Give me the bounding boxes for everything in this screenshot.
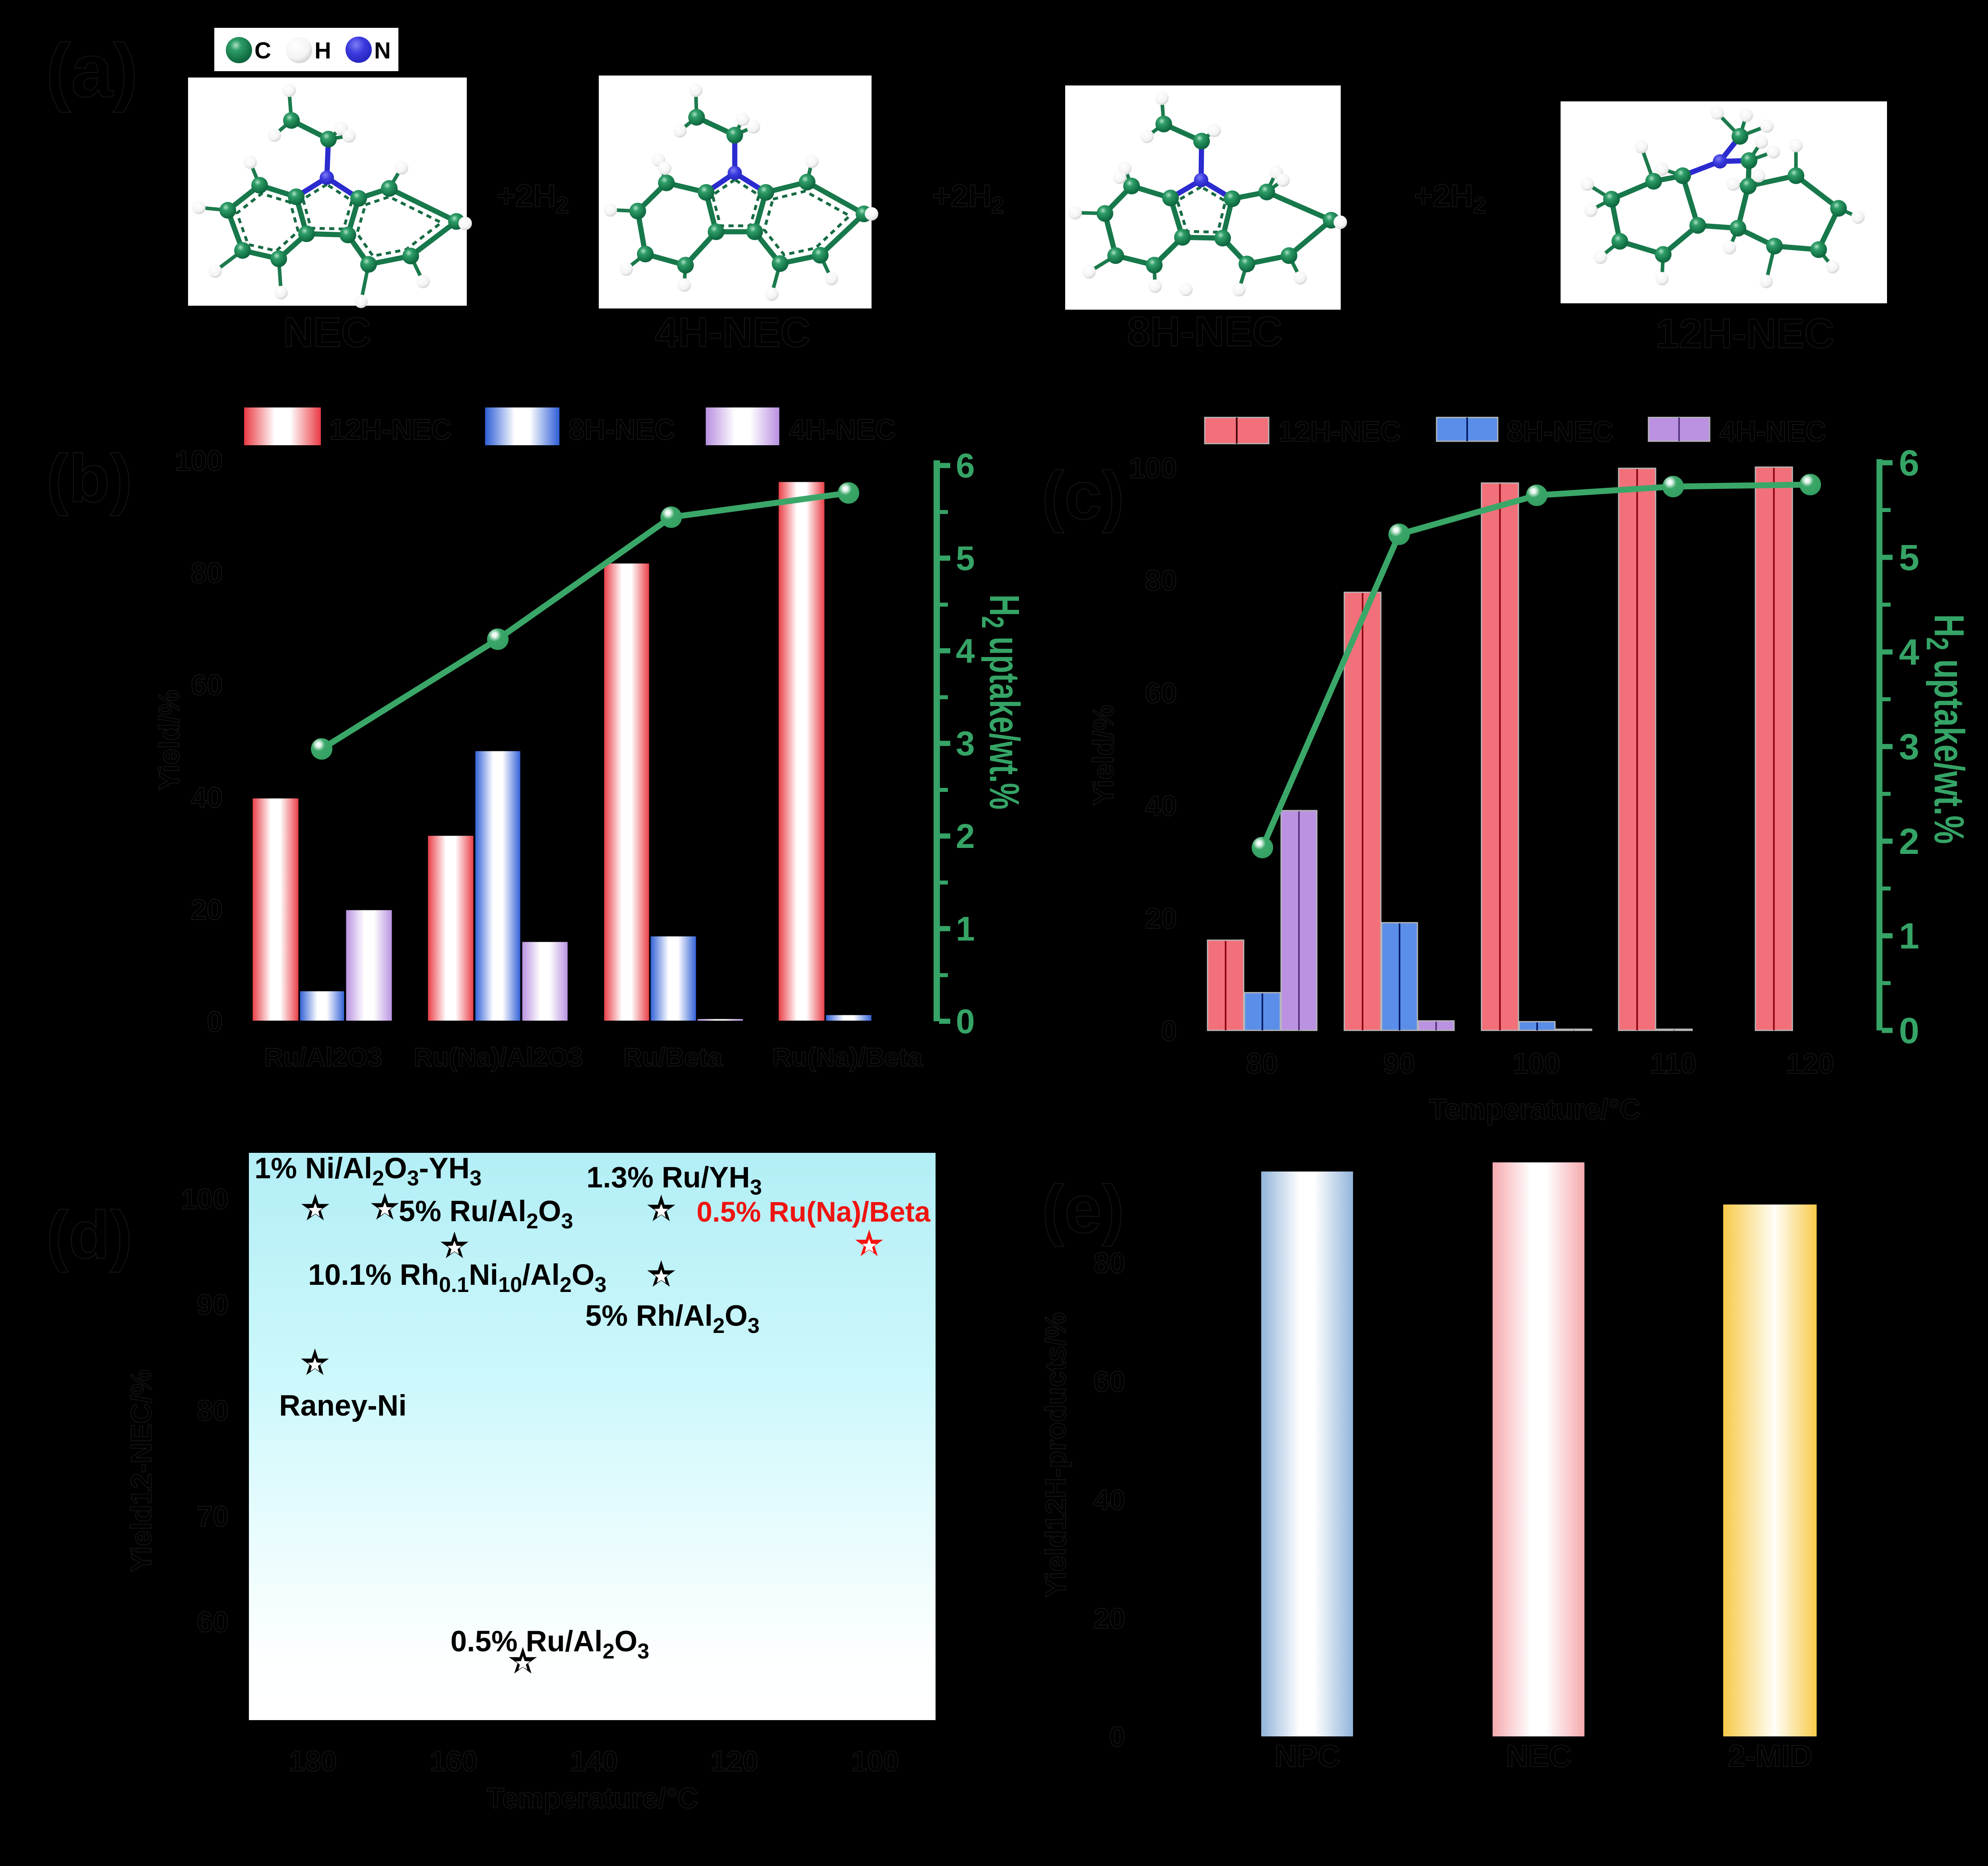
svg-text:80: 80 — [1246, 1048, 1278, 1080]
svg-text:80: 80 — [1145, 565, 1177, 597]
svg-text:100: 100 — [1129, 452, 1177, 484]
svg-text:6: 6 — [1899, 443, 1919, 483]
svg-text:NEC: NEC — [283, 309, 371, 356]
svg-text:100: 100 — [851, 1746, 899, 1777]
svg-text:80: 80 — [191, 557, 223, 589]
svg-text:120: 120 — [711, 1746, 758, 1777]
svg-text:Yield12H-products/%: Yield12H-products/% — [1040, 1312, 1072, 1597]
svg-text:140: 140 — [570, 1746, 618, 1777]
svg-text:60: 60 — [191, 669, 223, 701]
svg-text:5% Rh/Al2O3: 5% Rh/Al2O3 — [585, 1299, 768, 1338]
svg-text:5: 5 — [1899, 537, 1919, 578]
svg-text:1: 1 — [1899, 916, 1919, 956]
svg-text:6: 6 — [956, 447, 975, 485]
svg-text:8H-NEC: 8H-NEC — [1127, 308, 1283, 355]
svg-text:Ru(Na)/Al2O3: Ru(Na)/Al2O3 — [414, 1042, 582, 1072]
svg-text:NEC: NEC — [1506, 1738, 1572, 1773]
svg-text:(c): (c) — [1042, 458, 1124, 533]
svg-text:20: 20 — [1093, 1603, 1125, 1635]
svg-text:40: 40 — [1145, 790, 1177, 822]
svg-text:Ru/Al2O3: Ru/Al2O3 — [264, 1042, 382, 1072]
svg-text:Temperature/°C: Temperature/°C — [1429, 1094, 1640, 1125]
svg-text:N: N — [374, 38, 391, 64]
svg-text:2: 2 — [1899, 821, 1919, 862]
svg-text:4: 4 — [956, 632, 975, 670]
svg-text:90: 90 — [197, 1289, 229, 1321]
svg-text:3: 3 — [956, 725, 975, 763]
svg-text:2-MID: 2-MID — [1728, 1738, 1812, 1773]
svg-text:4H-NEC: 4H-NEC — [789, 414, 896, 446]
svg-text:5: 5 — [956, 539, 975, 578]
svg-text:12H-NEC: 12H-NEC — [329, 414, 452, 446]
svg-text:0: 0 — [1161, 1015, 1177, 1047]
svg-text:4: 4 — [1899, 632, 1919, 673]
svg-text:(a): (a) — [46, 29, 138, 113]
svg-text:1.3% Ru/YH3: 1.3% Ru/YH3 — [586, 1161, 770, 1199]
svg-text:4H-NEC: 4H-NEC — [1720, 416, 1826, 448]
svg-text:60: 60 — [1093, 1366, 1125, 1398]
svg-text:(e): (e) — [1042, 1172, 1124, 1247]
svg-text:C: C — [254, 38, 271, 64]
svg-text:20: 20 — [1145, 903, 1177, 935]
svg-text:12H-NEC: 12H-NEC — [1278, 416, 1401, 448]
svg-text:1% Ni/Al2O3-YH3: 1% Ni/Al2O3-YH3 — [254, 1152, 490, 1190]
svg-text:0.5% Ru/Al2O3: 0.5% Ru/Al2O3 — [450, 1625, 658, 1663]
svg-text:100: 100 — [1512, 1048, 1560, 1080]
svg-text:40: 40 — [1093, 1484, 1125, 1516]
svg-text:NPC: NPC — [1275, 1738, 1340, 1773]
svg-text:110: 110 — [1650, 1048, 1697, 1080]
svg-text:120: 120 — [1786, 1048, 1834, 1080]
svg-text:Ru(Na)/Beta: Ru(Na)/Beta — [772, 1042, 923, 1072]
svg-text:160: 160 — [430, 1746, 478, 1777]
svg-text:80: 80 — [197, 1395, 229, 1427]
svg-text:4H-NEC: 4H-NEC — [655, 309, 811, 356]
svg-text:8H-NEC: 8H-NEC — [569, 414, 675, 446]
svg-text:5% Ru/Al2O3: 5% Ru/Al2O3 — [399, 1195, 581, 1233]
svg-text:Temperature/°C: Temperature/°C — [487, 1783, 698, 1814]
svg-text:60: 60 — [1145, 677, 1177, 709]
svg-text:180: 180 — [289, 1746, 337, 1777]
svg-text:70: 70 — [197, 1501, 229, 1532]
svg-text:Yield12-NEC/%: Yield12-NEC/% — [126, 1369, 157, 1572]
svg-text:20: 20 — [191, 894, 223, 926]
svg-text:0.5% Ru(Na)/Beta: 0.5% Ru(Na)/Beta — [697, 1197, 930, 1228]
svg-text:0: 0 — [956, 1003, 975, 1041]
svg-text:H2 uptake/wt.%: H2 uptake/wt.% — [975, 595, 1028, 810]
svg-text:Ru/Beta: Ru/Beta — [623, 1042, 723, 1072]
svg-text:80: 80 — [1093, 1247, 1125, 1279]
svg-text:0: 0 — [1899, 1011, 1919, 1051]
svg-text:H2 uptake/wt.%: H2 uptake/wt.% — [1920, 614, 1972, 844]
svg-text:Yield/%: Yield/% — [1088, 705, 1120, 805]
svg-text:2: 2 — [956, 817, 975, 855]
svg-text:3: 3 — [1899, 727, 1919, 767]
svg-text:12H-NEC: 12H-NEC — [1656, 310, 1834, 357]
svg-text:0: 0 — [207, 1006, 223, 1038]
svg-text:60: 60 — [197, 1606, 229, 1638]
svg-text:H: H — [315, 38, 331, 64]
svg-text:1: 1 — [956, 910, 975, 948]
svg-text:Yield/%: Yield/% — [153, 690, 185, 790]
svg-text:90: 90 — [1383, 1048, 1415, 1080]
svg-text:8H-NEC: 8H-NEC — [1507, 416, 1613, 448]
svg-text:(b): (b) — [46, 441, 132, 516]
svg-text:0: 0 — [1109, 1721, 1125, 1753]
svg-text:100: 100 — [181, 1183, 229, 1215]
svg-text:Raney-Ni: Raney-Ni — [279, 1389, 407, 1422]
svg-text:(d): (d) — [46, 1197, 132, 1273]
svg-text:100: 100 — [175, 445, 223, 477]
svg-text:40: 40 — [191, 782, 223, 814]
